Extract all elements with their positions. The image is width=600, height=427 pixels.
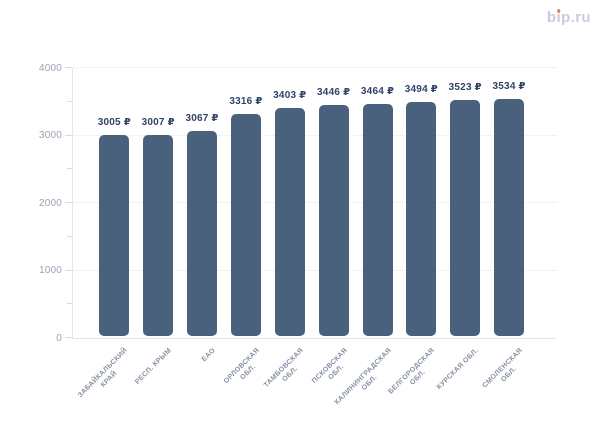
- bar-value-label: 3534 ₽: [492, 81, 526, 93]
- bar[interactable]: [318, 105, 349, 336]
- bar[interactable]: [362, 104, 393, 336]
- logo-letter-i: ı: [556, 8, 561, 28]
- y-axis-tick: [65, 134, 72, 136]
- gridline: [73, 202, 557, 203]
- bar-value-label: 3523 ₽: [448, 82, 482, 94]
- x-axis-label: ОРЛОВСКАЯ ОБЛ.: [222, 347, 261, 386]
- bar-value-label: 3446 ₽: [317, 87, 351, 99]
- y-axis-label: 2000: [38, 197, 62, 209]
- bar-value-label: 3494 ₽: [404, 84, 438, 96]
- x-axis-label: ЕАО: [200, 347, 217, 364]
- x-axis-label: РЕСП. КРЫМ: [134, 347, 174, 386]
- bar[interactable]: [450, 100, 481, 336]
- bar[interactable]: [230, 114, 261, 336]
- plot-area: 3005 ₽ 3007 ₽ 3067 ₽ 3316 ₽ 3403 ₽ 3446 ₽ 3464…: [65, 67, 557, 339]
- bar[interactable]: [99, 135, 130, 336]
- y-axis-label: 4000: [38, 62, 62, 74]
- bar-value-label: 3005 ₽: [97, 117, 131, 129]
- bip-ru-logo[interactable]: bı p.ru: [547, 8, 591, 28]
- y-axis-tick: [65, 67, 72, 68]
- gridline: [73, 269, 557, 271]
- y-axis-minor-tick: [67, 168, 72, 170]
- y-axis-label: 0: [56, 332, 62, 344]
- bar-value-label: 3007 ₽: [141, 117, 175, 129]
- logo-text-b: b: [546, 9, 557, 26]
- x-axis-label: ТАМБОВСКАЯ ОБЛ.: [262, 347, 305, 390]
- y-axis-tick: [65, 269, 72, 271]
- bar-value-label: 3464 ₽: [360, 86, 395, 98]
- gridline: [73, 134, 557, 136]
- y-axis-minor-tick: [67, 100, 72, 102]
- x-axis-label: СМОЛЕНСКАЯ ОБЛ.: [481, 347, 525, 390]
- bar[interactable]: [494, 99, 525, 336]
- y-axis-minor-tick: [67, 235, 72, 237]
- bar-value-label: 3316 ₽: [229, 96, 263, 108]
- y-axis-tick: [65, 202, 72, 203]
- bar[interactable]: [274, 108, 305, 336]
- x-axis-label: ЗАБАЙКАЛЬСКИЙ КРАЙ: [77, 347, 130, 400]
- bar[interactable]: [143, 135, 174, 336]
- gridline: [73, 67, 557, 68]
- bar[interactable]: [406, 102, 437, 336]
- x-axis-label: КУРСКАЯ ОБЛ.: [436, 347, 481, 392]
- y-axis-tick: [65, 337, 72, 338]
- logo-text-i: ı: [556, 9, 562, 26]
- bar[interactable]: [187, 130, 218, 336]
- logo-i-dot-icon: [557, 9, 561, 13]
- logo-text-rest: p.ru: [561, 9, 591, 26]
- y-axis-minor-tick: [67, 303, 72, 305]
- bar-value-label: 3403 ₽: [273, 90, 307, 102]
- y-axis-label: 1000: [38, 265, 62, 276]
- y-axis-label: 3000: [38, 130, 62, 141]
- bar-value-label: 3067 ₽: [185, 112, 219, 124]
